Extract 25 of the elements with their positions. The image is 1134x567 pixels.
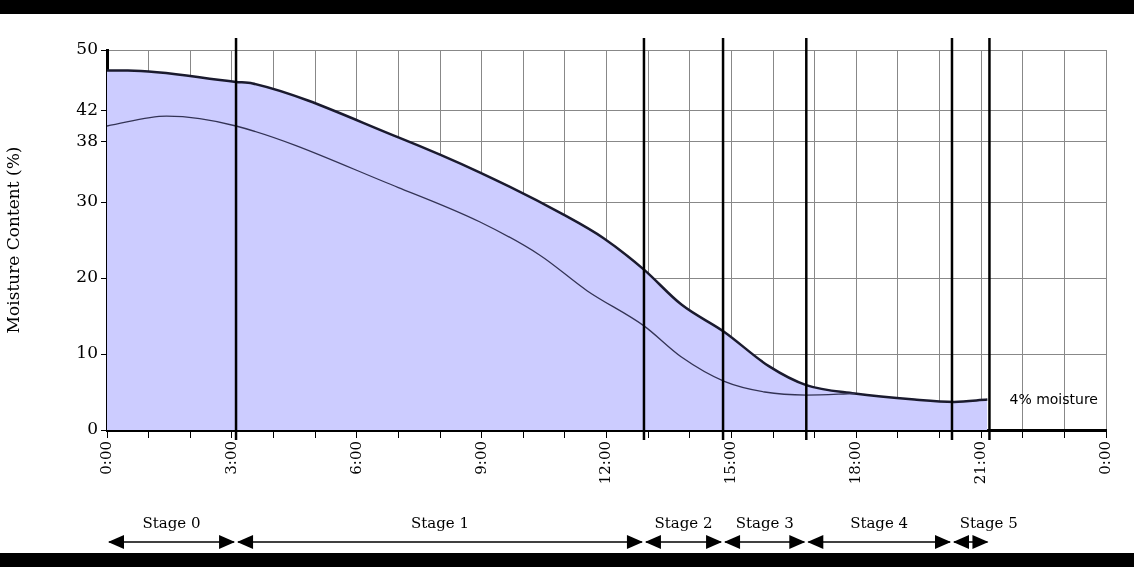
y-tick-label: 20 xyxy=(76,266,98,287)
y-tick-label: 0 xyxy=(87,418,98,439)
y-axis-title: Moisture Content (%) xyxy=(2,146,23,334)
x-tick-label: 3:00 xyxy=(221,441,240,475)
annotation: 4% moisture xyxy=(1009,390,1098,407)
x-tick-label: 15:00 xyxy=(721,441,740,485)
x-tick-label: 6:00 xyxy=(346,441,365,475)
x-tick-label: 0:00 xyxy=(96,441,115,475)
y-tick-label: 38 xyxy=(76,129,98,150)
x-tick-label: 9:00 xyxy=(471,441,490,475)
x-tick-label: 0:00 xyxy=(1095,441,1114,475)
x-tick-label: 21:00 xyxy=(971,441,990,485)
text: Stage 2 xyxy=(654,514,713,533)
line-series xyxy=(107,115,856,396)
text: Stage 3 xyxy=(735,514,794,533)
y-tick-label: 10 xyxy=(76,342,98,363)
x-tick-label: 18:00 xyxy=(846,441,865,485)
y-tick-label: 50 xyxy=(76,38,98,59)
text: Stage 5 xyxy=(959,514,1018,533)
x-tick-label: 12:00 xyxy=(596,441,615,485)
y-tick-label: 42 xyxy=(76,99,98,120)
text: Stage 0 xyxy=(142,514,201,533)
y-tick-label: 30 xyxy=(76,190,98,211)
text: Stage 1 xyxy=(410,514,470,533)
text: Stage 4 xyxy=(850,514,909,533)
